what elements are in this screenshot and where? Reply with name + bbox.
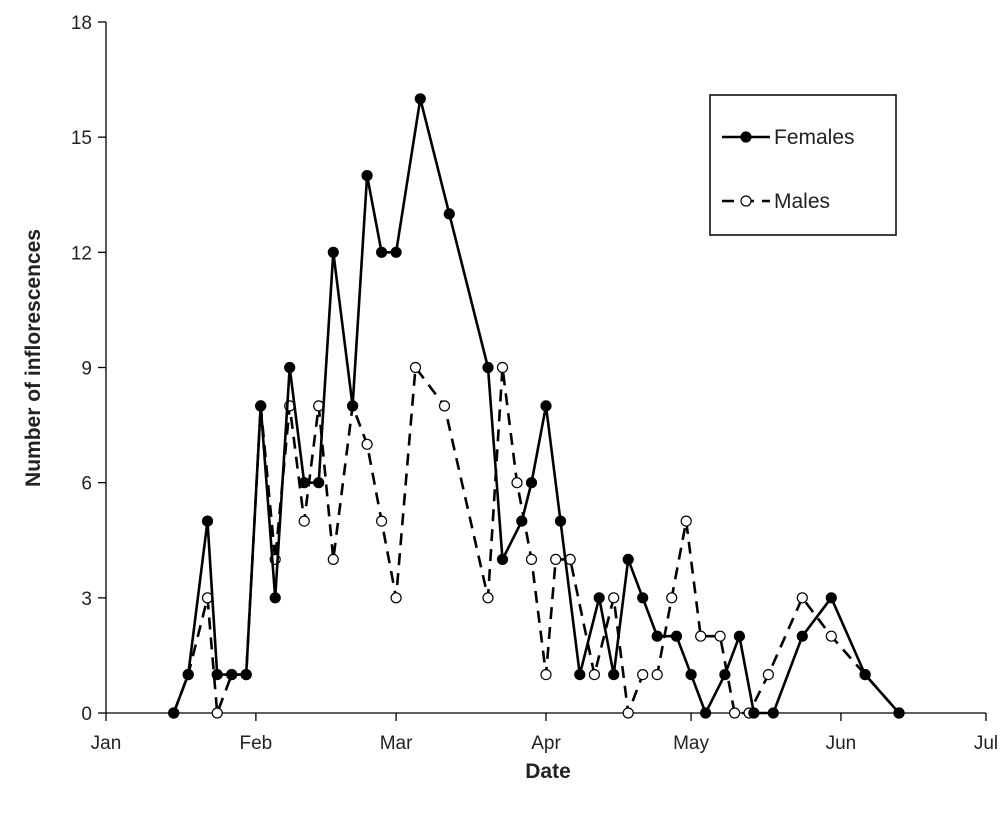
data-point-females: [226, 668, 238, 681]
data-point-males: [511, 477, 523, 489]
data-point-females: [685, 668, 697, 681]
data-point-males: [762, 668, 775, 681]
data-point-females: [298, 477, 310, 489]
legend-label-males: Males: [774, 190, 830, 213]
data-point-males: [588, 668, 601, 681]
data-point-males: [327, 553, 339, 566]
data-point-females: [327, 246, 339, 258]
data-point-females: [540, 400, 552, 412]
data-point-males: [211, 707, 223, 719]
y-tick-label: 3: [81, 589, 92, 610]
data-point-females: [796, 630, 808, 642]
plot-series: [168, 93, 905, 719]
data-point-males: [298, 515, 310, 527]
data-point-males: [361, 438, 373, 450]
data-point-females: [719, 668, 731, 681]
data-point-males: [482, 592, 494, 604]
data-point-males: [525, 553, 538, 566]
data-point-females: [347, 400, 359, 412]
data-point-males: [695, 630, 707, 642]
data-point-females: [284, 361, 296, 374]
x-tick-label: Jul: [974, 733, 998, 754]
data-point-males: [651, 668, 663, 681]
data-point-females: [168, 707, 180, 719]
data-point-males: [409, 361, 422, 374]
data-point-males: [825, 630, 837, 642]
legend-marker-females: [740, 131, 752, 143]
data-point-females: [574, 668, 586, 681]
data-point-females: [767, 707, 779, 719]
x-tick-label: Apr: [531, 733, 561, 754]
y-tick-label: 6: [81, 474, 92, 495]
data-point-females: [376, 246, 388, 258]
data-point-males: [608, 592, 620, 604]
data-point-females: [608, 668, 620, 681]
y-tick-label: 18: [71, 13, 92, 34]
x-tick-label: Jan: [91, 733, 122, 754]
data-point-females: [443, 208, 455, 220]
data-point-females: [313, 477, 325, 489]
x-tick-label: Feb: [240, 733, 273, 754]
x-tick-label: Jun: [826, 733, 857, 754]
data-point-females: [496, 553, 509, 566]
data-point-females: [211, 668, 223, 681]
data-point-females: [622, 553, 634, 566]
data-point-females: [182, 668, 194, 681]
series-line-males: [172, 366, 900, 715]
y-tick-label: 0: [81, 704, 92, 725]
x-axis-title: Date: [525, 760, 571, 783]
data-point-females: [825, 592, 837, 604]
data-point-males: [796, 592, 808, 604]
y-tick-label: 12: [71, 243, 92, 264]
data-point-females: [554, 515, 567, 527]
series-females: [168, 93, 905, 719]
data-point-females: [651, 630, 663, 642]
data-point-females: [733, 630, 746, 642]
y-axis-title: Number of inflorescences: [22, 229, 45, 487]
data-point-females: [482, 361, 494, 374]
data-point-females: [893, 707, 905, 719]
data-point-females: [593, 592, 605, 604]
data-point-females: [255, 400, 267, 412]
data-point-females: [859, 668, 871, 681]
data-point-females: [525, 477, 538, 489]
data-point-males: [540, 668, 552, 681]
legend: Females Males: [709, 94, 897, 236]
data-point-males: [550, 553, 562, 566]
data-point-females: [699, 707, 712, 719]
data-point-females: [670, 630, 683, 642]
data-point-females: [414, 93, 426, 105]
data-point-females: [269, 592, 281, 604]
data-point-females: [390, 246, 402, 258]
data-point-females: [516, 515, 528, 527]
data-point-females: [240, 668, 252, 681]
data-point-males: [438, 400, 451, 412]
data-point-males: [728, 707, 741, 719]
y-tick-label: 9: [81, 359, 92, 380]
y-axis: 0 3 6 9 12 15 18: [71, 13, 107, 725]
data-point-females: [361, 170, 373, 182]
x-tick-label: May: [673, 733, 709, 754]
y-tick-label: 15: [71, 128, 92, 149]
data-point-males: [666, 592, 678, 604]
legend-box: [709, 94, 897, 236]
data-point-females: [637, 592, 649, 604]
x-tick-label: Mar: [380, 733, 413, 754]
legend-label-females: Females: [774, 126, 855, 149]
data-point-males: [376, 515, 388, 527]
data-point-males: [622, 707, 634, 719]
data-point-males: [637, 668, 649, 681]
data-point-males: [496, 361, 509, 374]
x-axis: Jan Feb Mar Apr May Jun Jul: [91, 712, 998, 754]
data-point-males: [680, 515, 692, 527]
legend-marker-males: [740, 195, 752, 207]
data-point-females: [748, 707, 760, 719]
data-point-males: [390, 592, 402, 604]
data-point-females: [201, 515, 214, 527]
data-point-males: [714, 630, 726, 642]
